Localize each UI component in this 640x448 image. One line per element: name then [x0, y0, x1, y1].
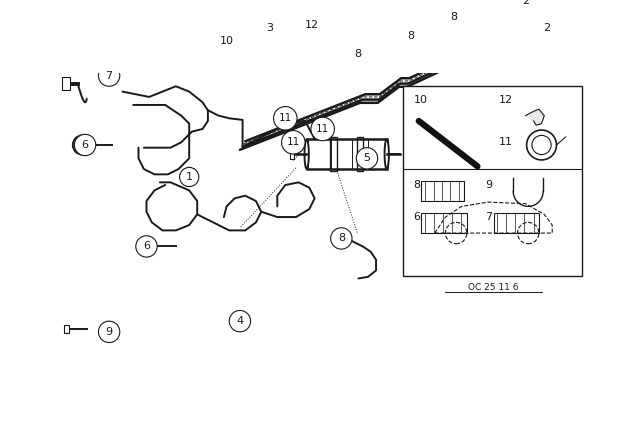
Text: 8: 8	[413, 180, 420, 190]
Text: 6: 6	[82, 140, 88, 150]
Text: 10: 10	[413, 95, 428, 105]
Bar	[357, 137, 364, 172]
Text: 11: 11	[278, 113, 292, 123]
Text: 12: 12	[499, 95, 513, 105]
Ellipse shape	[305, 139, 308, 169]
Circle shape	[180, 168, 199, 187]
Bar	[421, 213, 467, 233]
Text: 4: 4	[236, 316, 243, 326]
Text: 6: 6	[413, 212, 420, 222]
Text: 2: 2	[543, 22, 550, 33]
Circle shape	[229, 310, 251, 332]
Text: 8: 8	[354, 49, 361, 59]
Circle shape	[273, 107, 297, 130]
Circle shape	[99, 65, 120, 86]
Text: 1: 1	[186, 172, 193, 182]
Text: 5: 5	[364, 153, 371, 164]
Text: 3: 3	[266, 22, 273, 33]
Bar	[493, 213, 539, 233]
Circle shape	[136, 236, 157, 257]
Text: 11: 11	[499, 138, 513, 147]
Text: 2: 2	[522, 0, 529, 6]
Text: 11: 11	[316, 124, 330, 134]
Text: OC 25 11 6: OC 25 11 6	[468, 283, 519, 292]
Text: 7: 7	[106, 71, 113, 81]
Text: 11: 11	[287, 138, 300, 147]
Ellipse shape	[385, 139, 389, 169]
Circle shape	[347, 43, 368, 65]
Text: 7: 7	[486, 212, 493, 222]
Text: 12: 12	[305, 20, 319, 30]
Bar	[330, 137, 337, 172]
Bar	[61, 77, 70, 90]
Text: 6: 6	[143, 241, 150, 251]
Circle shape	[300, 13, 324, 37]
Bar	[421, 181, 464, 201]
Polygon shape	[525, 109, 544, 125]
Bar	[403, 86, 582, 276]
Circle shape	[282, 130, 305, 154]
Circle shape	[331, 228, 352, 249]
Text: 8: 8	[450, 12, 457, 22]
Circle shape	[215, 29, 238, 52]
Text: 10: 10	[220, 36, 234, 46]
Text: 8: 8	[338, 233, 345, 243]
Circle shape	[311, 117, 335, 141]
Text: 9: 9	[486, 180, 493, 190]
Text: 9: 9	[106, 327, 113, 337]
Circle shape	[443, 6, 464, 27]
Bar	[289, 149, 294, 159]
Circle shape	[356, 148, 378, 169]
Text: 8: 8	[407, 30, 414, 41]
Circle shape	[400, 25, 421, 46]
Bar	[307, 139, 387, 169]
Circle shape	[99, 321, 120, 343]
Bar	[64, 325, 69, 333]
Circle shape	[74, 134, 96, 155]
